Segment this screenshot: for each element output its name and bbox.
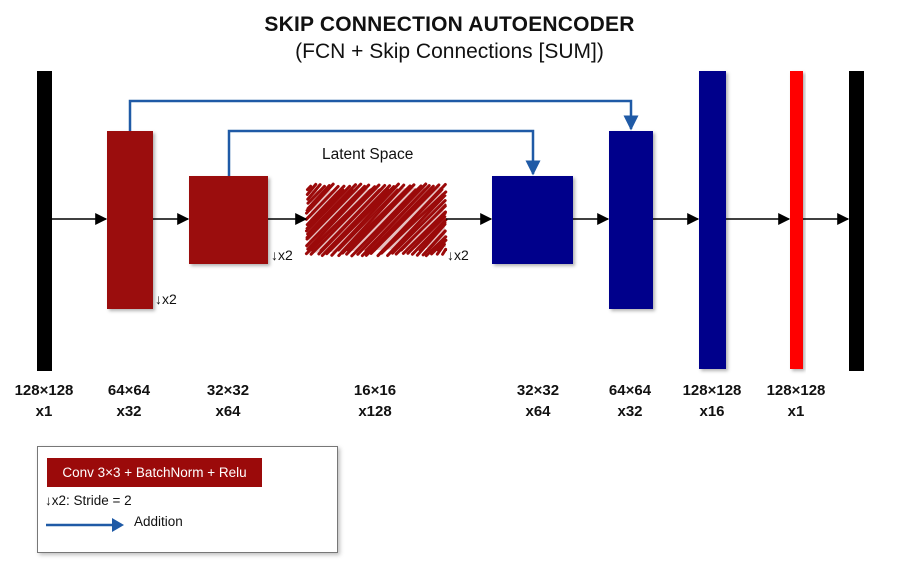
layer-dim-label: 128×128 x16 (672, 380, 752, 422)
legend-conv-block: Conv 3×3 + BatchNorm + Relu (47, 458, 262, 487)
decoder-block-32 (492, 176, 573, 264)
layer-size: 64×64 (107, 382, 151, 399)
decoder-block-128 (699, 71, 726, 369)
diagram-title: SKIP CONNECTION AUTOENCODER (264, 13, 635, 36)
layer-dim-label: 64×64 x32 (590, 380, 670, 422)
layer-size: 128×128 (14, 382, 74, 399)
input-bar (37, 71, 52, 371)
legend-box: Conv 3×3 + BatchNorm + Relu ↓x2: Stride … (37, 446, 338, 553)
layer-channels: x64 (215, 403, 241, 420)
layer-channels: x64 (525, 403, 551, 420)
layer-size: 16×16 (353, 382, 397, 399)
skip-connection-inner (227, 129, 541, 176)
layer-size: 32×32 (206, 382, 250, 399)
diagram-subtitle: (FCN + Skip Connections [SUM]) (295, 40, 604, 63)
layer-dim-label: 16×16 x128 (335, 380, 415, 422)
layer-channels: x32 (116, 403, 142, 420)
layer-size: 32×32 (516, 382, 560, 399)
output-bar (849, 71, 864, 371)
layer-channels: x1 (787, 403, 805, 420)
legend-stride-text: ↓x2: Stride = 2 (45, 493, 132, 508)
stride-marker: ↓x2 (155, 291, 177, 307)
stride-marker: ↓x2 (447, 247, 469, 263)
latent-space-label: Latent Space (322, 146, 414, 163)
layer-dim-label: 128×128 x1 (756, 380, 836, 422)
output-conv-layer (790, 71, 803, 369)
layer-size: 128×128 (766, 382, 826, 399)
layer-dim-label: 64×64 x32 (89, 380, 169, 422)
legend-addition-text: Addition (134, 514, 183, 529)
encoder-block-32 (189, 176, 268, 264)
layer-dim-label: 128×128 x1 (4, 380, 84, 422)
legend-addition-arrow-icon (46, 518, 124, 532)
stride-marker: ↓x2 (271, 247, 293, 263)
latent-space-block (304, 182, 448, 258)
layer-channels: x128 (358, 403, 392, 420)
encoder-block-64 (107, 131, 153, 309)
layer-size: 128×128 (682, 382, 742, 399)
layer-size: 64×64 (608, 382, 652, 399)
layer-channels: x16 (699, 403, 725, 420)
decoder-block-64 (609, 131, 653, 309)
layer-dim-label: 32×32 x64 (188, 380, 268, 422)
skip-connection-outer (128, 99, 639, 131)
layer-channels: x1 (35, 403, 53, 420)
layer-dim-label: 32×32 x64 (498, 380, 578, 422)
layer-channels: x32 (617, 403, 643, 420)
